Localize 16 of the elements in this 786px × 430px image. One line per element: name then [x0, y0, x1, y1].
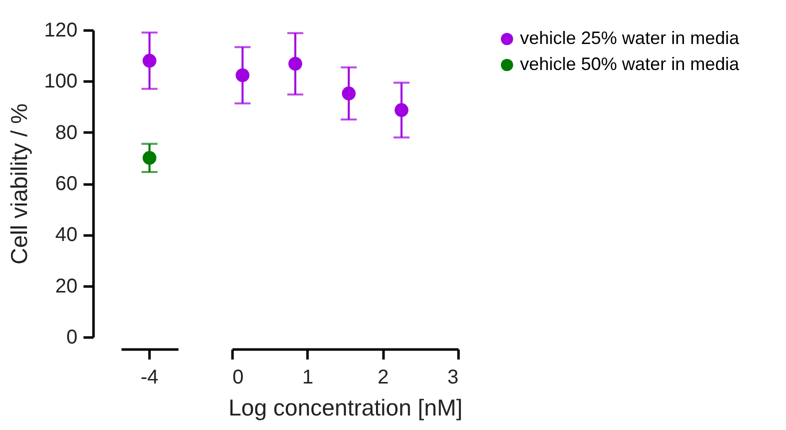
x-tick-label: 3 — [447, 366, 458, 388]
x-axis-title: Log concentration [nM] — [228, 394, 462, 420]
y-tick-label: 100 — [44, 70, 78, 93]
y-tick-label: 80 — [55, 122, 78, 144]
y-tick-label: 20 — [55, 275, 78, 298]
x-tick-label: 2 — [378, 366, 389, 388]
x-tick-label: 0 — [232, 366, 244, 388]
x-tick-label: -4 — [140, 366, 158, 388]
y-tick-label: 40 — [55, 224, 78, 246]
legend-label: vehicle 25% water in media — [520, 28, 740, 48]
x-tick-label: 1 — [302, 366, 314, 388]
y-axis-title: Cell viability / % — [6, 103, 32, 265]
legend-label: vehicle 50% water in media — [520, 54, 740, 74]
y-tick-label: 0 — [66, 326, 78, 348]
y-tick-label: 120 — [44, 20, 78, 42]
y-tick-label: 60 — [55, 173, 78, 195]
